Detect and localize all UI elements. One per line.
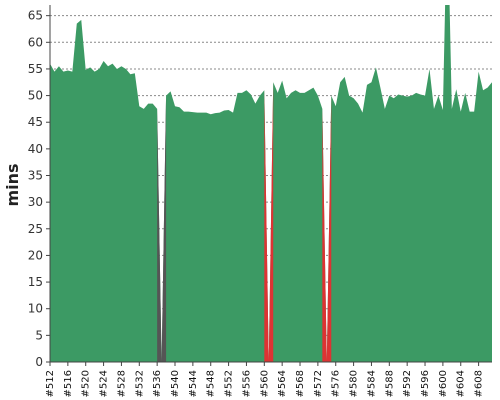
x-tick-label: #600 xyxy=(438,370,449,397)
x-tick-label: #588 xyxy=(384,370,395,397)
y-tick-label: 40 xyxy=(28,142,43,156)
x-tick-label: #564 xyxy=(277,370,288,397)
axis-layer xyxy=(46,5,492,366)
x-tick-labels: #512 #516 #520 #524 #528 #532 #536 #540 #544 #548… xyxy=(45,370,485,397)
x-tick-label: #532 xyxy=(134,370,145,397)
x-tick-label: #544 xyxy=(188,370,199,397)
y-tick-label: 20 xyxy=(28,248,43,262)
y-tick-label: 5 xyxy=(35,328,43,342)
x-tick-label: #604 xyxy=(456,370,467,397)
y-tick-label: 50 xyxy=(28,89,43,103)
y-tick-label: 15 xyxy=(28,275,43,289)
x-tick-label: #584 xyxy=(366,370,377,397)
x-tick-label: #576 xyxy=(331,370,342,397)
x-tick-label: #536 xyxy=(152,370,163,397)
y-tick-label: 60 xyxy=(28,35,43,49)
y-tick-label: 65 xyxy=(28,9,43,23)
x-tick-label: #552 xyxy=(224,370,235,397)
x-tick-label: #568 xyxy=(295,370,306,397)
x-tick-label: #592 xyxy=(402,370,413,397)
x-tick-label: #596 xyxy=(420,370,431,397)
x-tick-label: #528 xyxy=(116,370,127,397)
x-tick-label: #516 xyxy=(63,370,74,397)
failure-build-overlay xyxy=(322,95,332,362)
y-tick-label: 0 xyxy=(35,355,43,369)
x-tick-label: #548 xyxy=(206,370,217,397)
x-tick-label: #556 xyxy=(241,370,252,397)
y-tick-label: 30 xyxy=(28,195,43,209)
duration-area xyxy=(50,5,492,362)
aborted-build-overlay xyxy=(157,95,167,362)
y-tick-label: 10 xyxy=(28,302,43,316)
x-tick-label: #560 xyxy=(259,370,270,397)
y-tick-label: 35 xyxy=(28,169,43,183)
x-tick-label: #512 xyxy=(45,370,56,397)
y-tick-labels: 0 5 10 15 20 25 30 35 40 45 50 55 60 65 xyxy=(28,9,43,369)
x-tick-label: #540 xyxy=(170,370,181,397)
area-layer xyxy=(50,5,492,362)
status-overlay-layer xyxy=(157,82,332,362)
failure-build-overlay xyxy=(264,82,274,362)
x-tick-label: #608 xyxy=(474,370,485,397)
y-tick-label: 45 xyxy=(28,115,43,129)
y-tick-label: 25 xyxy=(28,222,43,236)
y-tick-label: 55 xyxy=(28,62,43,76)
y-axis-label: mins xyxy=(3,163,22,206)
x-tick-label: #572 xyxy=(313,370,324,397)
x-tick-label: #524 xyxy=(99,370,110,397)
x-tick-label: #580 xyxy=(349,370,360,397)
x-tick-label: #520 xyxy=(81,370,92,397)
